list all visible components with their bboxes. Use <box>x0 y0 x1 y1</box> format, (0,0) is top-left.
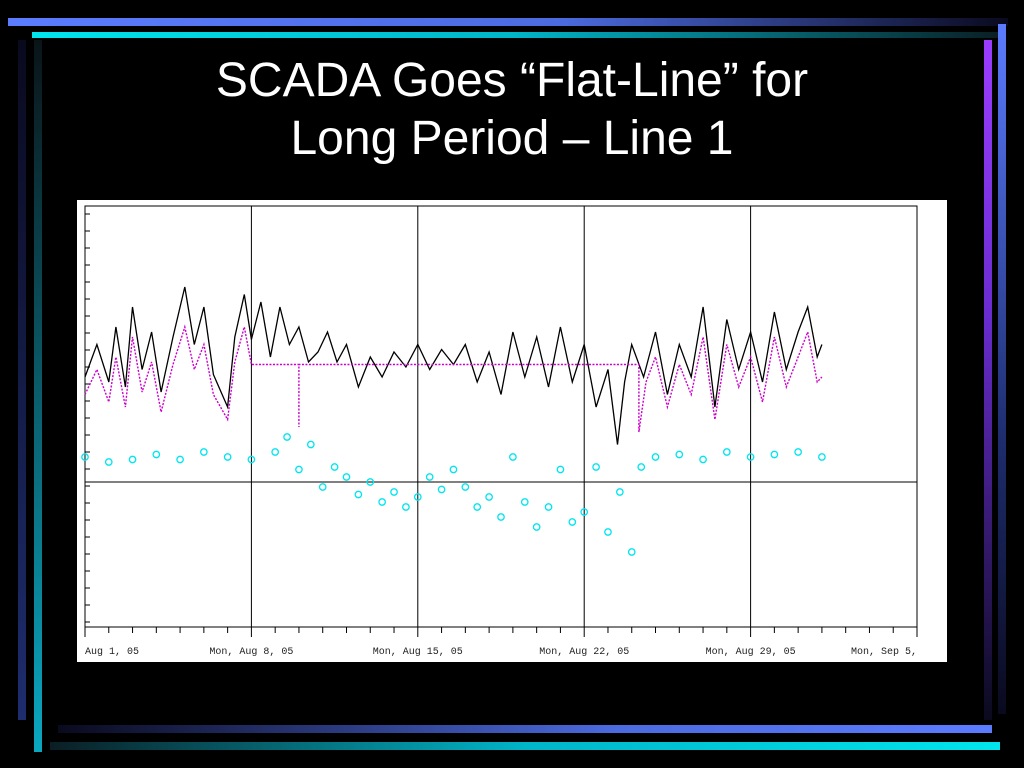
scatter-point <box>770 450 779 459</box>
scatter-point <box>81 453 89 461</box>
scatter-point <box>449 465 458 474</box>
series-line-black <box>84 286 823 445</box>
decorative-bar-left <box>18 40 26 720</box>
scatter-point <box>200 448 208 456</box>
scatter-point <box>675 450 684 459</box>
scatter-point <box>366 478 375 486</box>
slide-title-line-1: SCADA Goes “Flat-Line” for <box>215 54 809 107</box>
x-tick-label: Mon, Aug 8, 05 <box>209 647 293 658</box>
decorative-bar-top-cyan <box>32 32 1002 38</box>
decorative-bar-bottom <box>58 725 992 733</box>
scatter-point <box>794 448 802 456</box>
scatter-point <box>592 463 600 471</box>
scatter-point <box>568 518 577 526</box>
scatter-point <box>604 528 612 536</box>
scatter-point <box>520 498 529 506</box>
scatter-point <box>473 503 482 511</box>
x-tick-label: Mon, Aug 22, 05 <box>539 647 629 658</box>
scatter-point <box>699 455 707 464</box>
scatter-point <box>354 490 363 499</box>
scatter-point <box>497 513 505 521</box>
slide-title: SCADA Goes “Flat-Line” for Long Period –… <box>0 52 1024 168</box>
scatter-point <box>544 503 553 511</box>
x-tick-label: Mon, Sep 5, <box>851 647 917 658</box>
scatter-point <box>402 503 410 511</box>
scatter-point <box>509 453 517 461</box>
scatter-point <box>283 433 291 441</box>
decorative-bar-bottom-cyan <box>50 742 1000 750</box>
scatter-point <box>306 440 315 449</box>
decorative-bar-left-cyan <box>34 40 42 752</box>
decorative-bar-right <box>998 24 1006 714</box>
x-tick-label: Aug 1, 05 <box>85 647 139 658</box>
scatter-point <box>128 455 137 464</box>
scatter-point <box>746 453 755 461</box>
scatter-point <box>637 463 646 471</box>
scatter-point <box>318 483 327 491</box>
slide-title-line-2: Long Period – Line 1 <box>290 112 734 165</box>
scatter-point <box>722 448 731 456</box>
x-tick-label: Mon, Aug 29, 05 <box>706 647 796 658</box>
chart-panel: Aug 1, 05 Mon, Aug 8, 05 Mon, Aug 15, 05 Mo… <box>77 200 947 662</box>
scatter-point <box>271 448 280 456</box>
scatter-point <box>295 465 303 474</box>
x-tick-label: Mon, Aug 15, 05 <box>373 647 463 658</box>
series-line-magenta <box>84 324 823 433</box>
scatter-point <box>437 485 446 494</box>
decorative-bar-right-purple <box>984 40 992 720</box>
scatter-point <box>104 458 113 466</box>
scatter-point <box>330 463 339 471</box>
scatter-point <box>342 473 351 481</box>
decorative-bar-top <box>8 18 1008 26</box>
scatter-point <box>485 493 493 501</box>
scatter-point <box>152 450 161 459</box>
scatter-point <box>651 453 660 461</box>
scatter-point <box>176 455 184 464</box>
scatter-point <box>818 453 826 461</box>
scatter-point <box>390 488 398 496</box>
scatter-point <box>532 523 541 531</box>
scatter-point <box>627 548 636 556</box>
scatter-point <box>425 473 434 481</box>
scatter-point <box>247 455 256 464</box>
scatter-point <box>580 508 589 516</box>
scatter-point <box>461 483 470 491</box>
scatter-point <box>616 488 624 496</box>
scatter-point <box>223 453 232 461</box>
scatter-point <box>413 493 422 501</box>
scatter-point <box>556 465 565 474</box>
scatter-point <box>378 498 386 506</box>
chart: Aug 1, 05 Mon, Aug 8, 05 Mon, Aug 15, 05 Mo… <box>81 205 918 658</box>
plot-frame <box>84 205 918 628</box>
